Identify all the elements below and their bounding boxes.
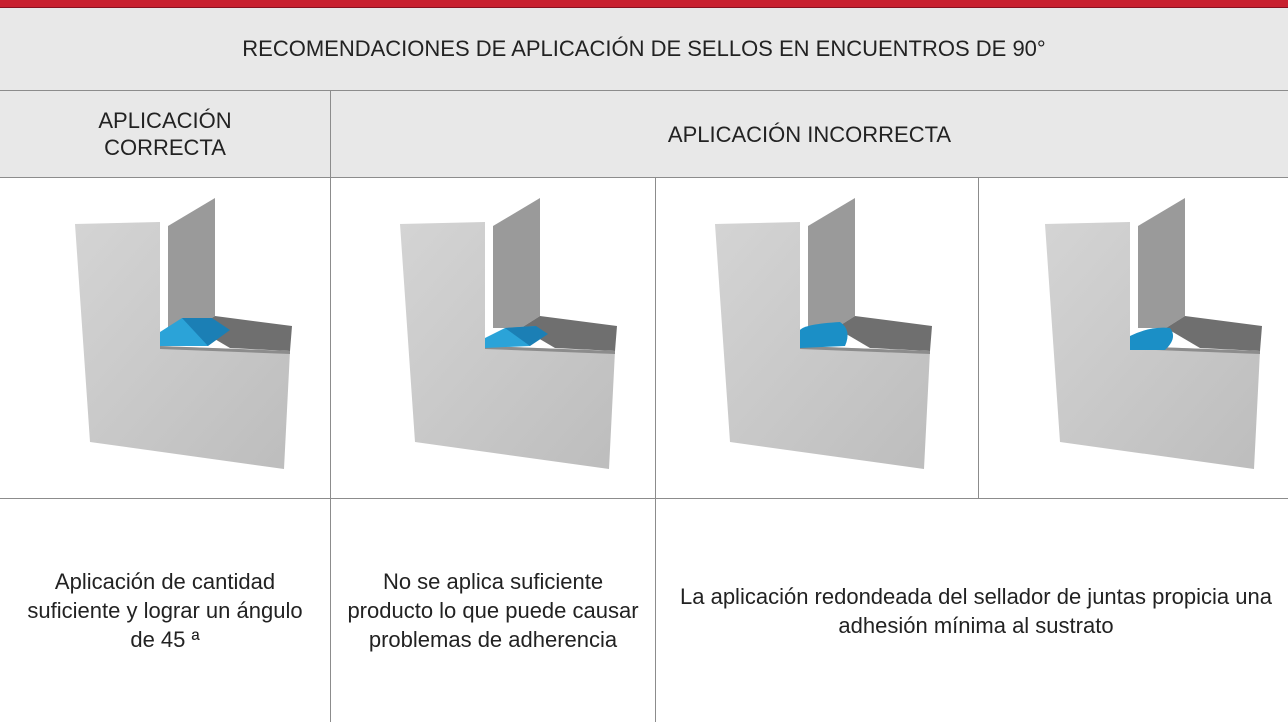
column-divider bbox=[655, 178, 656, 722]
illustration-1 bbox=[75, 198, 292, 469]
column-divider bbox=[978, 178, 979, 499]
description-correct: Aplicación de cantidad suficiente y logr… bbox=[27, 569, 303, 652]
top-bar bbox=[0, 0, 1288, 8]
illustration-2 bbox=[400, 198, 617, 469]
column-divider bbox=[330, 91, 331, 722]
illustration-4 bbox=[1045, 198, 1262, 469]
description-insufficient: No se aplica suficiente producto lo que … bbox=[347, 569, 639, 652]
row-divider bbox=[0, 498, 1288, 499]
illustration-3 bbox=[715, 198, 932, 469]
description-rounded: La aplicación redondeada del sellador de… bbox=[680, 583, 1272, 638]
header-incorrect: APLICACIÓN INCORRECTA bbox=[331, 91, 1288, 178]
header-correct: APLICACIÓN CORRECTA bbox=[0, 91, 330, 178]
table-title: RECOMENDACIONES DE APLICACIÓN DE SELLOS … bbox=[0, 8, 1288, 91]
